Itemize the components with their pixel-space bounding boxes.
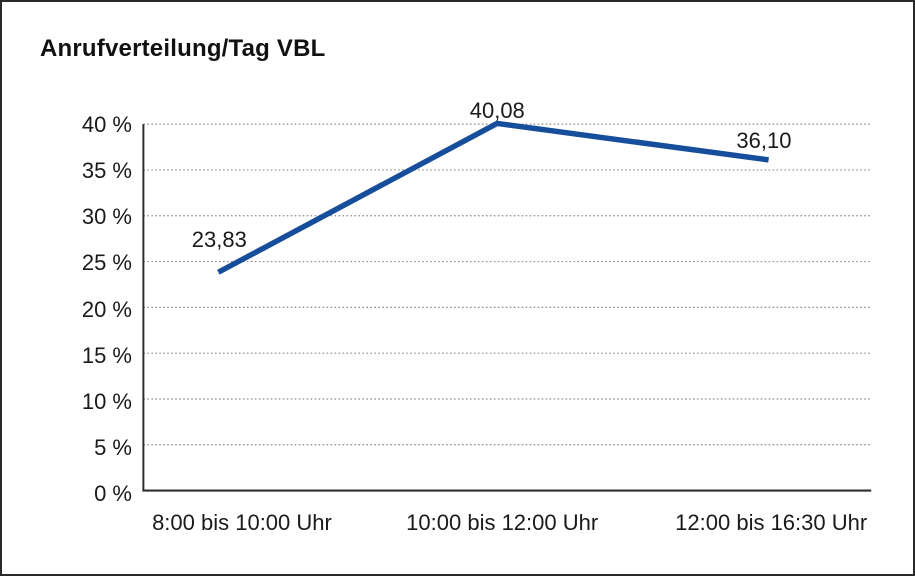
y-tick-label: 15 % xyxy=(81,342,132,368)
y-tick-label: 25 % xyxy=(81,250,132,276)
y-tick-label: 35 % xyxy=(81,158,132,184)
y-tick-label: 40 % xyxy=(81,112,132,137)
y-tick-label: 20 % xyxy=(81,296,132,322)
data-point-label: 36,10 xyxy=(736,127,792,153)
y-tick-label: 0 % xyxy=(94,481,132,506)
y-tick-label: 5 % xyxy=(94,434,132,460)
y-tick-label: 30 % xyxy=(81,204,132,230)
data-line xyxy=(217,120,769,275)
x-tick-label: 12:00 bis 16:30 Uhr xyxy=(675,510,868,535)
chart-title: Anrufverteilung/Tag VBL xyxy=(40,35,326,62)
y-tick-label: 10 % xyxy=(81,388,132,414)
x-tick-label: 8:00 bis 10:00 Uhr xyxy=(152,510,332,535)
data-point-label: 23,83 xyxy=(191,227,247,253)
x-tick-label: 10:00 bis 12:00 Uhr xyxy=(406,510,599,535)
data-point-label: 40,08 xyxy=(469,98,525,124)
